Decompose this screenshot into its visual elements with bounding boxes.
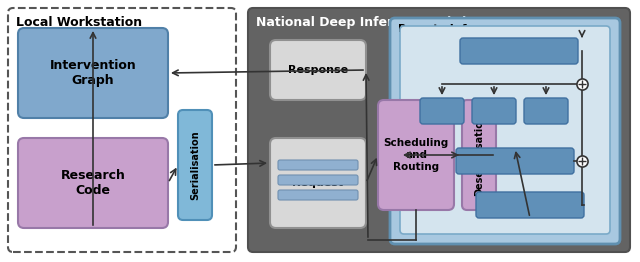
Text: Request: Request	[292, 178, 344, 188]
Text: Intervention
Graph: Intervention Graph	[50, 59, 136, 87]
FancyBboxPatch shape	[278, 190, 358, 200]
FancyBboxPatch shape	[524, 98, 568, 124]
FancyBboxPatch shape	[472, 98, 516, 124]
FancyBboxPatch shape	[178, 110, 212, 220]
Text: Research
Code: Research Code	[61, 169, 125, 197]
Text: Remote Inference: Remote Inference	[398, 24, 509, 34]
FancyBboxPatch shape	[420, 98, 464, 124]
Text: National Deep Inference Fabric: National Deep Inference Fabric	[256, 16, 474, 29]
FancyBboxPatch shape	[378, 100, 454, 210]
FancyBboxPatch shape	[400, 26, 610, 234]
FancyBboxPatch shape	[248, 8, 630, 252]
Text: Deserialisation: Deserialisation	[474, 113, 484, 196]
FancyBboxPatch shape	[462, 100, 496, 210]
Text: Scheduling
and
Routing: Scheduling and Routing	[383, 138, 449, 172]
Text: Local Workstation: Local Workstation	[16, 16, 142, 29]
FancyBboxPatch shape	[18, 138, 168, 228]
FancyBboxPatch shape	[460, 38, 578, 64]
FancyBboxPatch shape	[18, 28, 168, 118]
FancyBboxPatch shape	[278, 175, 358, 185]
FancyBboxPatch shape	[456, 148, 574, 174]
Text: Serialisation: Serialisation	[190, 130, 200, 200]
FancyBboxPatch shape	[476, 192, 584, 218]
FancyBboxPatch shape	[270, 40, 366, 100]
FancyBboxPatch shape	[278, 160, 358, 170]
Text: Response: Response	[288, 65, 348, 75]
FancyBboxPatch shape	[8, 8, 236, 252]
FancyBboxPatch shape	[270, 138, 366, 228]
FancyBboxPatch shape	[390, 18, 620, 244]
